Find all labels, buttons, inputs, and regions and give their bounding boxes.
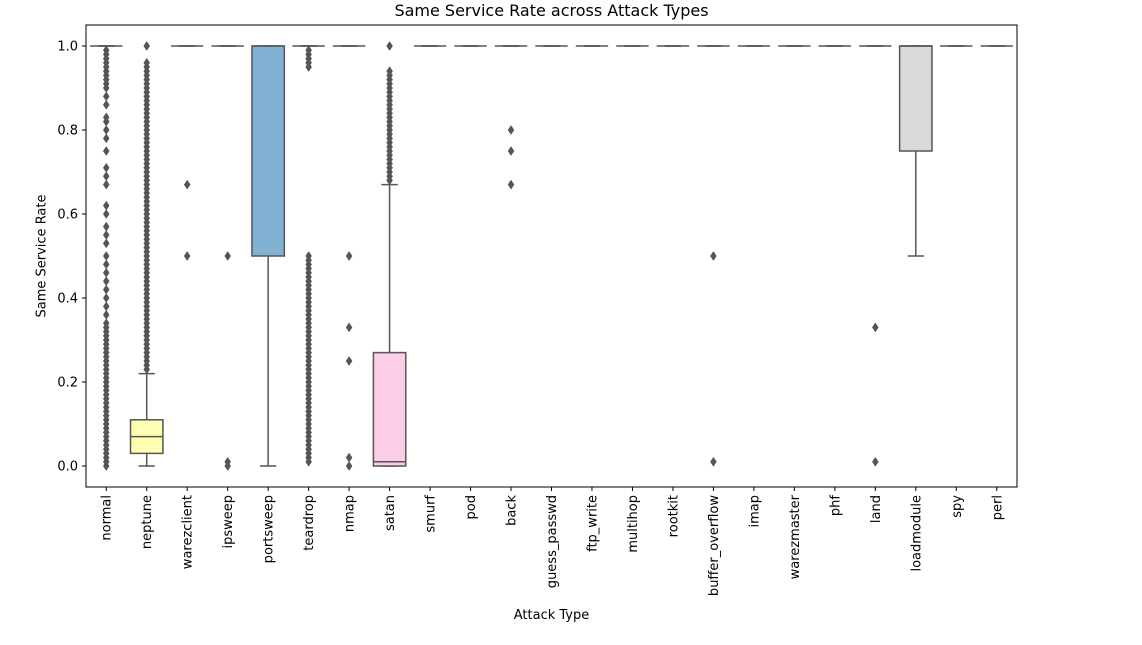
x-tick-label: nmap <box>343 495 358 532</box>
x-tick-label: warezmaster <box>788 494 803 579</box>
x-tick-label: warezclient <box>181 495 196 569</box>
outlier-point <box>102 99 110 110</box>
outlier-point <box>102 276 110 287</box>
outlier-point <box>102 301 110 312</box>
x-tick-label: ipsweep <box>221 495 236 549</box>
x-tick-label: pod <box>464 495 479 519</box>
outlier-point <box>386 41 393 51</box>
outlier-point <box>102 162 110 173</box>
box-back <box>494 45 528 190</box>
x-tick-label: imap <box>747 495 762 528</box>
x-tick-label: perl <box>990 495 1005 520</box>
y-tick-label: 0.0 <box>57 460 78 475</box>
chart-title: Same Service Rate across Attack Types <box>394 1 709 20</box>
y-tick-label: 0.4 <box>57 292 78 307</box>
outlier-point <box>102 318 110 329</box>
y-tick-label: 1.0 <box>57 40 78 55</box>
outlier-point <box>102 259 110 270</box>
x-tick-label: ftp_write <box>585 495 600 552</box>
plot-marks <box>90 41 1013 471</box>
y-tick-label: 0.6 <box>57 208 78 223</box>
outlier-point <box>102 200 110 211</box>
box-iqr <box>251 45 286 257</box>
outlier-point <box>102 91 110 102</box>
outlier-point <box>102 267 110 278</box>
outlier-point <box>386 66 393 77</box>
x-tick-label: neptune <box>140 495 155 549</box>
x-tick-label: back <box>505 495 520 526</box>
outlier-point <box>507 179 515 190</box>
outlier-point <box>507 146 515 156</box>
box-loadmodule <box>898 45 933 257</box>
outlier-point <box>224 251 231 261</box>
outlier-point <box>183 251 191 261</box>
outlier-point <box>102 238 110 249</box>
box-land <box>859 45 892 467</box>
outlier-point <box>872 456 879 467</box>
outlier-point <box>102 309 110 320</box>
y-tick-label: 0.2 <box>57 376 78 391</box>
x-tick-label: normal <box>100 495 115 541</box>
outlier-point <box>102 209 110 219</box>
x-tick-label: rootkit <box>666 495 681 537</box>
box-teardrop <box>292 45 325 467</box>
x-tick-label: guess_passwd <box>545 495 560 588</box>
box-warezclient <box>171 45 204 261</box>
box-nmap <box>332 45 366 471</box>
outlier-point <box>345 322 353 333</box>
outlier-point <box>345 461 353 471</box>
box-iqr <box>898 45 933 152</box>
box-iqr <box>372 351 407 467</box>
box-portsweep <box>251 45 286 467</box>
x-tick-label: land <box>869 495 884 523</box>
x-tick-label: multihop <box>626 495 641 553</box>
box-ipsweep <box>211 45 244 471</box>
outlier-point <box>305 45 312 56</box>
x-tick-label: smurf <box>424 495 439 533</box>
outlier-point <box>102 221 110 232</box>
outlier-point <box>305 251 312 261</box>
outlier-point <box>102 133 110 144</box>
outlier-point <box>102 45 110 56</box>
x-tick-label: satan <box>383 495 398 531</box>
outlier-point <box>102 112 110 123</box>
outlier-point <box>710 251 717 261</box>
outlier-point <box>507 125 515 135</box>
outlier-point <box>143 41 151 51</box>
outlier-point <box>183 179 191 190</box>
x-tick-label: teardrop <box>302 495 317 551</box>
box-satan <box>372 41 407 467</box>
outlier-point <box>102 146 110 156</box>
outlier-point <box>102 293 110 303</box>
box-neptune <box>129 41 164 467</box>
y-tick-label: 0.8 <box>57 124 78 139</box>
outlier-point <box>102 251 110 261</box>
outlier-point <box>710 456 717 467</box>
outlier-point <box>102 179 110 190</box>
outlier-point <box>224 456 231 467</box>
outlier-point <box>872 322 879 333</box>
axes: 0.0 0.2 0.4 0.6 0.8 1.0 normal neptune warezclie… <box>57 40 1005 597</box>
outlier-point <box>102 284 110 295</box>
outlier-point <box>345 356 353 366</box>
outlier-point <box>345 452 353 463</box>
outlier-point <box>102 125 110 135</box>
box-normal <box>90 45 123 471</box>
x-tick-label: phf <box>828 495 843 516</box>
x-tick-label: spy <box>950 495 965 518</box>
outlier-point <box>102 171 110 182</box>
x-tick-label: loadmodule <box>909 495 924 572</box>
x-tick-label: buffer_overflow <box>707 495 722 596</box>
x-axis-label: Attack Type <box>513 608 590 623</box>
x-tick-label: portsweep <box>262 495 277 563</box>
box-buffer_overflow <box>697 45 730 467</box>
outlier-point <box>143 57 151 68</box>
outlier-point <box>102 230 110 240</box>
outlier-point <box>345 251 353 261</box>
